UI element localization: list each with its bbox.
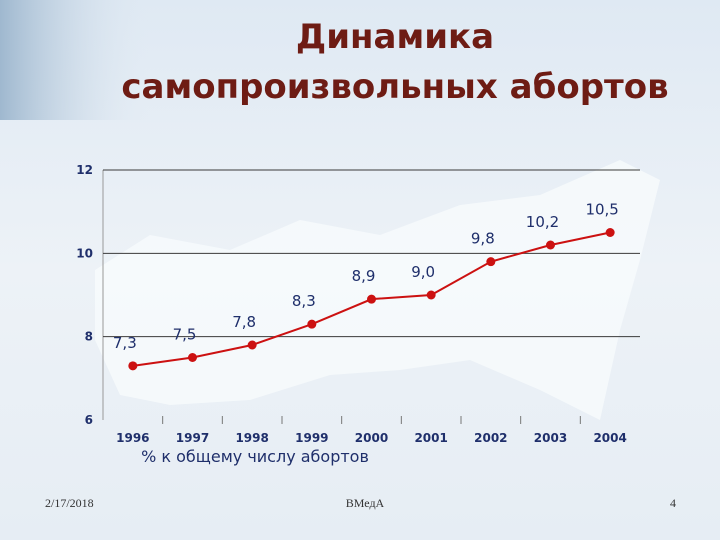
point <box>188 353 197 362</box>
x-axis-label: % к общему числу абортов <box>141 447 369 466</box>
value-label: 10,2 <box>526 213 559 231</box>
point <box>605 228 615 237</box>
x-tick-label: 1996 <box>116 431 149 445</box>
value-label: 9,8 <box>471 230 495 248</box>
value-label: 7,3 <box>113 334 137 352</box>
value-label: 7,8 <box>232 313 256 331</box>
title-line: Динамика <box>296 17 494 57</box>
y-tick-label: 6 <box>85 413 93 427</box>
point <box>546 240 555 250</box>
x-tick-label: 1999 <box>295 431 328 445</box>
value-label: 8,9 <box>352 267 376 285</box>
footer-page: 4 <box>670 496 676 510</box>
photo <box>0 0 150 120</box>
y-tick-label: 8 <box>85 330 93 344</box>
map-shape <box>95 160 660 420</box>
title-line: самопроизвольных абортов <box>121 67 668 107</box>
point <box>307 319 317 329</box>
point <box>128 361 138 371</box>
point <box>486 257 496 267</box>
x-tick-label: 1998 <box>235 431 268 445</box>
value-label: 9,0 <box>411 263 435 281</box>
value-label: 7,5 <box>173 326 197 344</box>
x-tick-label: 2003 <box>534 431 567 445</box>
footer-center: ВМедА <box>346 496 385 510</box>
x-tick-label: 2002 <box>474 431 507 445</box>
x-tick-label: 2001 <box>414 431 447 445</box>
x-tick-label: 2000 <box>355 431 388 445</box>
value-label: 10,5 <box>585 201 618 219</box>
x-tick-label: 2004 <box>593 431 626 445</box>
y-tick-label: 10 <box>76 246 93 260</box>
x-tick-label: 1997 <box>176 431 209 445</box>
point <box>426 290 436 300</box>
value-label: 8,3 <box>292 292 316 310</box>
point <box>247 340 257 350</box>
y-tick-label: 12 <box>76 163 93 177</box>
footer-date: 2/17/2018 <box>45 496 94 510</box>
point <box>367 294 376 304</box>
